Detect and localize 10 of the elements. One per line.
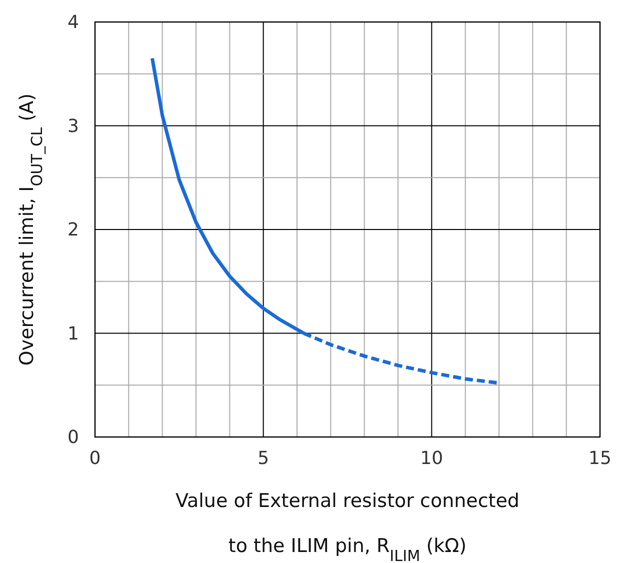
x-tick-label: 10: [420, 448, 444, 469]
y-tick-label: 4: [68, 12, 79, 33]
y-tick-label: 2: [68, 220, 79, 240]
y-tick-label: 3: [68, 116, 79, 137]
x-tick-label: 0: [89, 448, 101, 469]
y-tick-label: 1: [68, 323, 79, 344]
y-tick-label: 0: [68, 427, 79, 448]
x-tick-label: 15: [588, 448, 612, 469]
x-tick-label: 5: [258, 448, 270, 469]
text: Value of External resistor connected to the ILIM pin, R$_{ILIM}$ (kΩ): [175, 490, 520, 563]
